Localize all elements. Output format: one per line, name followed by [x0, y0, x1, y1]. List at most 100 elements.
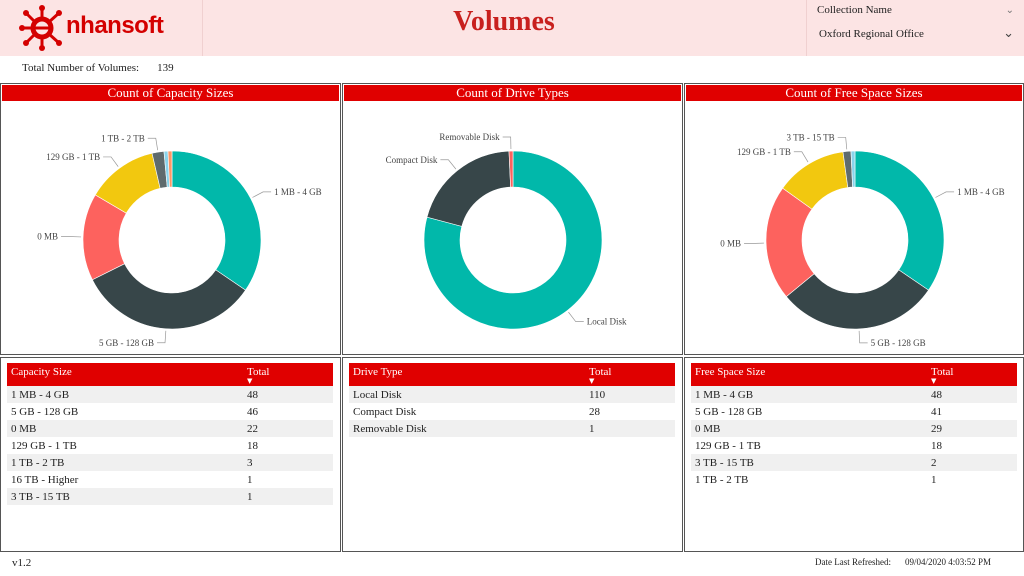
- report-header: nhansoft Volumes Collection Name ⌄ Oxfor…: [0, 0, 1024, 56]
- donut-slice-label: 1 TB - 2 TB: [101, 133, 145, 143]
- donut-slice-1-mb-4-gb[interactable]: [171, 150, 262, 291]
- leader-line: [252, 191, 272, 198]
- free-donut-chart[interactable]: 1 MB - 4 GB 5 GB - 128 GB 0 MB 129 GB - 1 T…: [685, 102, 1023, 354]
- sort-descending-icon[interactable]: ▼: [589, 377, 595, 385]
- total-volumes: Total Number of Volumes: 139: [22, 62, 174, 74]
- column-header-label: Total: [589, 366, 612, 378]
- leader-line: [935, 191, 955, 198]
- chevron-down-icon[interactable]: ⌄: [1005, 5, 1014, 16]
- donut-slice-label: 0 MB: [720, 238, 741, 248]
- table-row[interactable]: 0 MB 22: [7, 420, 333, 437]
- column-header-label: Free Space Size: [695, 366, 766, 378]
- donut-slice-label: Compact Disk: [386, 155, 438, 165]
- capacity-chart-panel[interactable]: Count of Capacity Sizes 1 MB - 4 GB 5 GB …: [0, 83, 341, 355]
- column-header[interactable]: Capacity Size: [7, 363, 243, 386]
- table-row[interactable]: 3 TB - 15 TB 1: [7, 488, 333, 505]
- free-chart-title: Count of Free Space Sizes: [686, 85, 1022, 101]
- table-row[interactable]: 129 GB - 1 TB 18: [691, 437, 1017, 454]
- column-header-label: Capacity Size: [11, 366, 72, 378]
- table-cell: 129 GB - 1 TB: [691, 437, 927, 454]
- refreshed-timestamp: 09/04/2020 4:03:52 PM: [904, 557, 991, 567]
- column-header-label: Drive Type: [353, 366, 403, 378]
- capacity-chart-title: Count of Capacity Sizes: [2, 85, 339, 101]
- free-table: Free Space Size Total ▼ 1 MB - 4 GB 48 5 GB -…: [691, 363, 1017, 488]
- donut-slice-5-gb-128-gb[interactable]: [91, 263, 246, 330]
- donut-slice-removable-disk[interactable]: [508, 150, 514, 188]
- donut-slice-label: 1 MB - 4 GB: [274, 187, 322, 197]
- logo-e-icon: [19, 5, 62, 51]
- table-row[interactable]: 16 TB - Higher 1: [7, 471, 333, 488]
- table-row[interactable]: 3 TB - 15 TB 2: [691, 454, 1017, 471]
- table-cell: 28: [585, 403, 675, 420]
- table-cell: 0 MB: [691, 420, 927, 437]
- table-cell: 1 TB - 2 TB: [691, 471, 927, 488]
- table-cell: Compact Disk: [349, 403, 585, 420]
- table-cell: 22: [243, 420, 333, 437]
- table-cell: 2: [927, 454, 1017, 471]
- capacity-donut-chart[interactable]: 1 MB - 4 GB 5 GB - 128 GB 0 MB 129 GB - 1 T…: [1, 102, 340, 354]
- drive-table-panel: Drive Type Total ▼ Local Disk 110 Compact Dis…: [342, 357, 683, 552]
- capacity-table-panel: Capacity Size Total ▼ 1 MB - 4 GB 48 5 GB - 1…: [0, 357, 341, 552]
- donut-slice-compact-disk[interactable]: [426, 150, 511, 227]
- logo-text: nhansoft: [66, 12, 164, 39]
- table-cell: 1 TB - 2 TB: [7, 454, 243, 471]
- table-cell: 48: [243, 386, 333, 403]
- leader-line: [793, 151, 809, 163]
- table-row[interactable]: 1 TB - 2 TB 1: [691, 471, 1017, 488]
- table-cell: 18: [927, 437, 1017, 454]
- table-row[interactable]: Removable Disk 1: [349, 420, 675, 437]
- slicer-selected-value[interactable]: Oxford Regional Office: [819, 28, 924, 40]
- total-volumes-label: Total Number of Volumes:: [22, 62, 140, 74]
- column-header-label: Total: [247, 366, 270, 378]
- table-row[interactable]: 1 MB - 4 GB 48: [7, 386, 333, 403]
- table-cell: 1: [243, 488, 333, 505]
- table-row[interactable]: Compact Disk 28: [349, 403, 675, 420]
- leader-line: [440, 159, 457, 170]
- table-cell: Removable Disk: [349, 420, 585, 437]
- table-row[interactable]: 0 MB 29: [691, 420, 1017, 437]
- table-cell: Local Disk: [349, 386, 585, 403]
- table-cell: 3 TB - 15 TB: [691, 454, 927, 471]
- donut-slice-3-tb-15-tb[interactable]: [167, 150, 173, 188]
- donut-slice-local-disk[interactable]: [423, 150, 603, 330]
- table-cell: 0 MB: [7, 420, 243, 437]
- donut-slice-label: 0 MB: [37, 232, 58, 242]
- table-cell: 1 MB - 4 GB: [691, 386, 927, 403]
- donut-slice-label: 5 GB - 128 GB: [99, 338, 154, 348]
- table-row[interactable]: 1 MB - 4 GB 48: [691, 386, 1017, 403]
- enhansoft-logo: nhansoft: [0, 0, 203, 56]
- column-header[interactable]: Drive Type: [349, 363, 585, 386]
- column-header[interactable]: Total ▼: [585, 363, 675, 386]
- column-header[interactable]: Total ▼: [927, 363, 1017, 386]
- table-row[interactable]: 129 GB - 1 TB 18: [7, 437, 333, 454]
- table-row[interactable]: 1 TB - 2 TB 3: [7, 454, 333, 471]
- sort-descending-icon[interactable]: ▼: [931, 377, 937, 385]
- drive-chart-panel[interactable]: Count of Drive Types Local Disk Compact D…: [342, 83, 683, 355]
- donut-slice-label: Local Disk: [587, 317, 627, 327]
- table-cell: 129 GB - 1 TB: [7, 437, 243, 454]
- column-header[interactable]: Free Space Size: [691, 363, 927, 386]
- donut-slice-label: 129 GB - 1 TB: [737, 147, 791, 157]
- leader-line: [103, 156, 119, 167]
- collection-slicer[interactable]: Collection Name ⌄ Oxford Regional Office…: [806, 0, 1024, 56]
- table-cell: 3: [243, 454, 333, 471]
- table-row[interactable]: Local Disk 110: [349, 386, 675, 403]
- leader-line: [157, 330, 167, 344]
- free-chart-panel[interactable]: Count of Free Space Sizes 1 MB - 4 GB 5 G…: [684, 83, 1024, 355]
- table-cell: 1: [585, 420, 675, 437]
- donut-slice-1-tb-2-tb[interactable]: [850, 150, 856, 188]
- refreshed-label: Date Last Refreshed:: [815, 557, 891, 567]
- table-cell: 1 MB - 4 GB: [7, 386, 243, 403]
- table-row[interactable]: 5 GB - 128 GB 46: [7, 403, 333, 420]
- table-cell: 46: [243, 403, 333, 420]
- sort-descending-icon[interactable]: ▼: [247, 377, 253, 385]
- table-cell: 1: [927, 471, 1017, 488]
- chevron-down-icon[interactable]: ⌄: [1003, 26, 1014, 41]
- table-cell: 110: [585, 386, 675, 403]
- table-row[interactable]: 5 GB - 128 GB 41: [691, 403, 1017, 420]
- leader-line: [837, 137, 848, 150]
- drive-donut-chart[interactable]: Local Disk Compact Disk Removable Disk: [343, 102, 682, 354]
- donut-slice-1-mb-4-gb[interactable]: [854, 150, 945, 291]
- table-cell: 5 GB - 128 GB: [7, 403, 243, 420]
- column-header[interactable]: Total ▼: [243, 363, 333, 386]
